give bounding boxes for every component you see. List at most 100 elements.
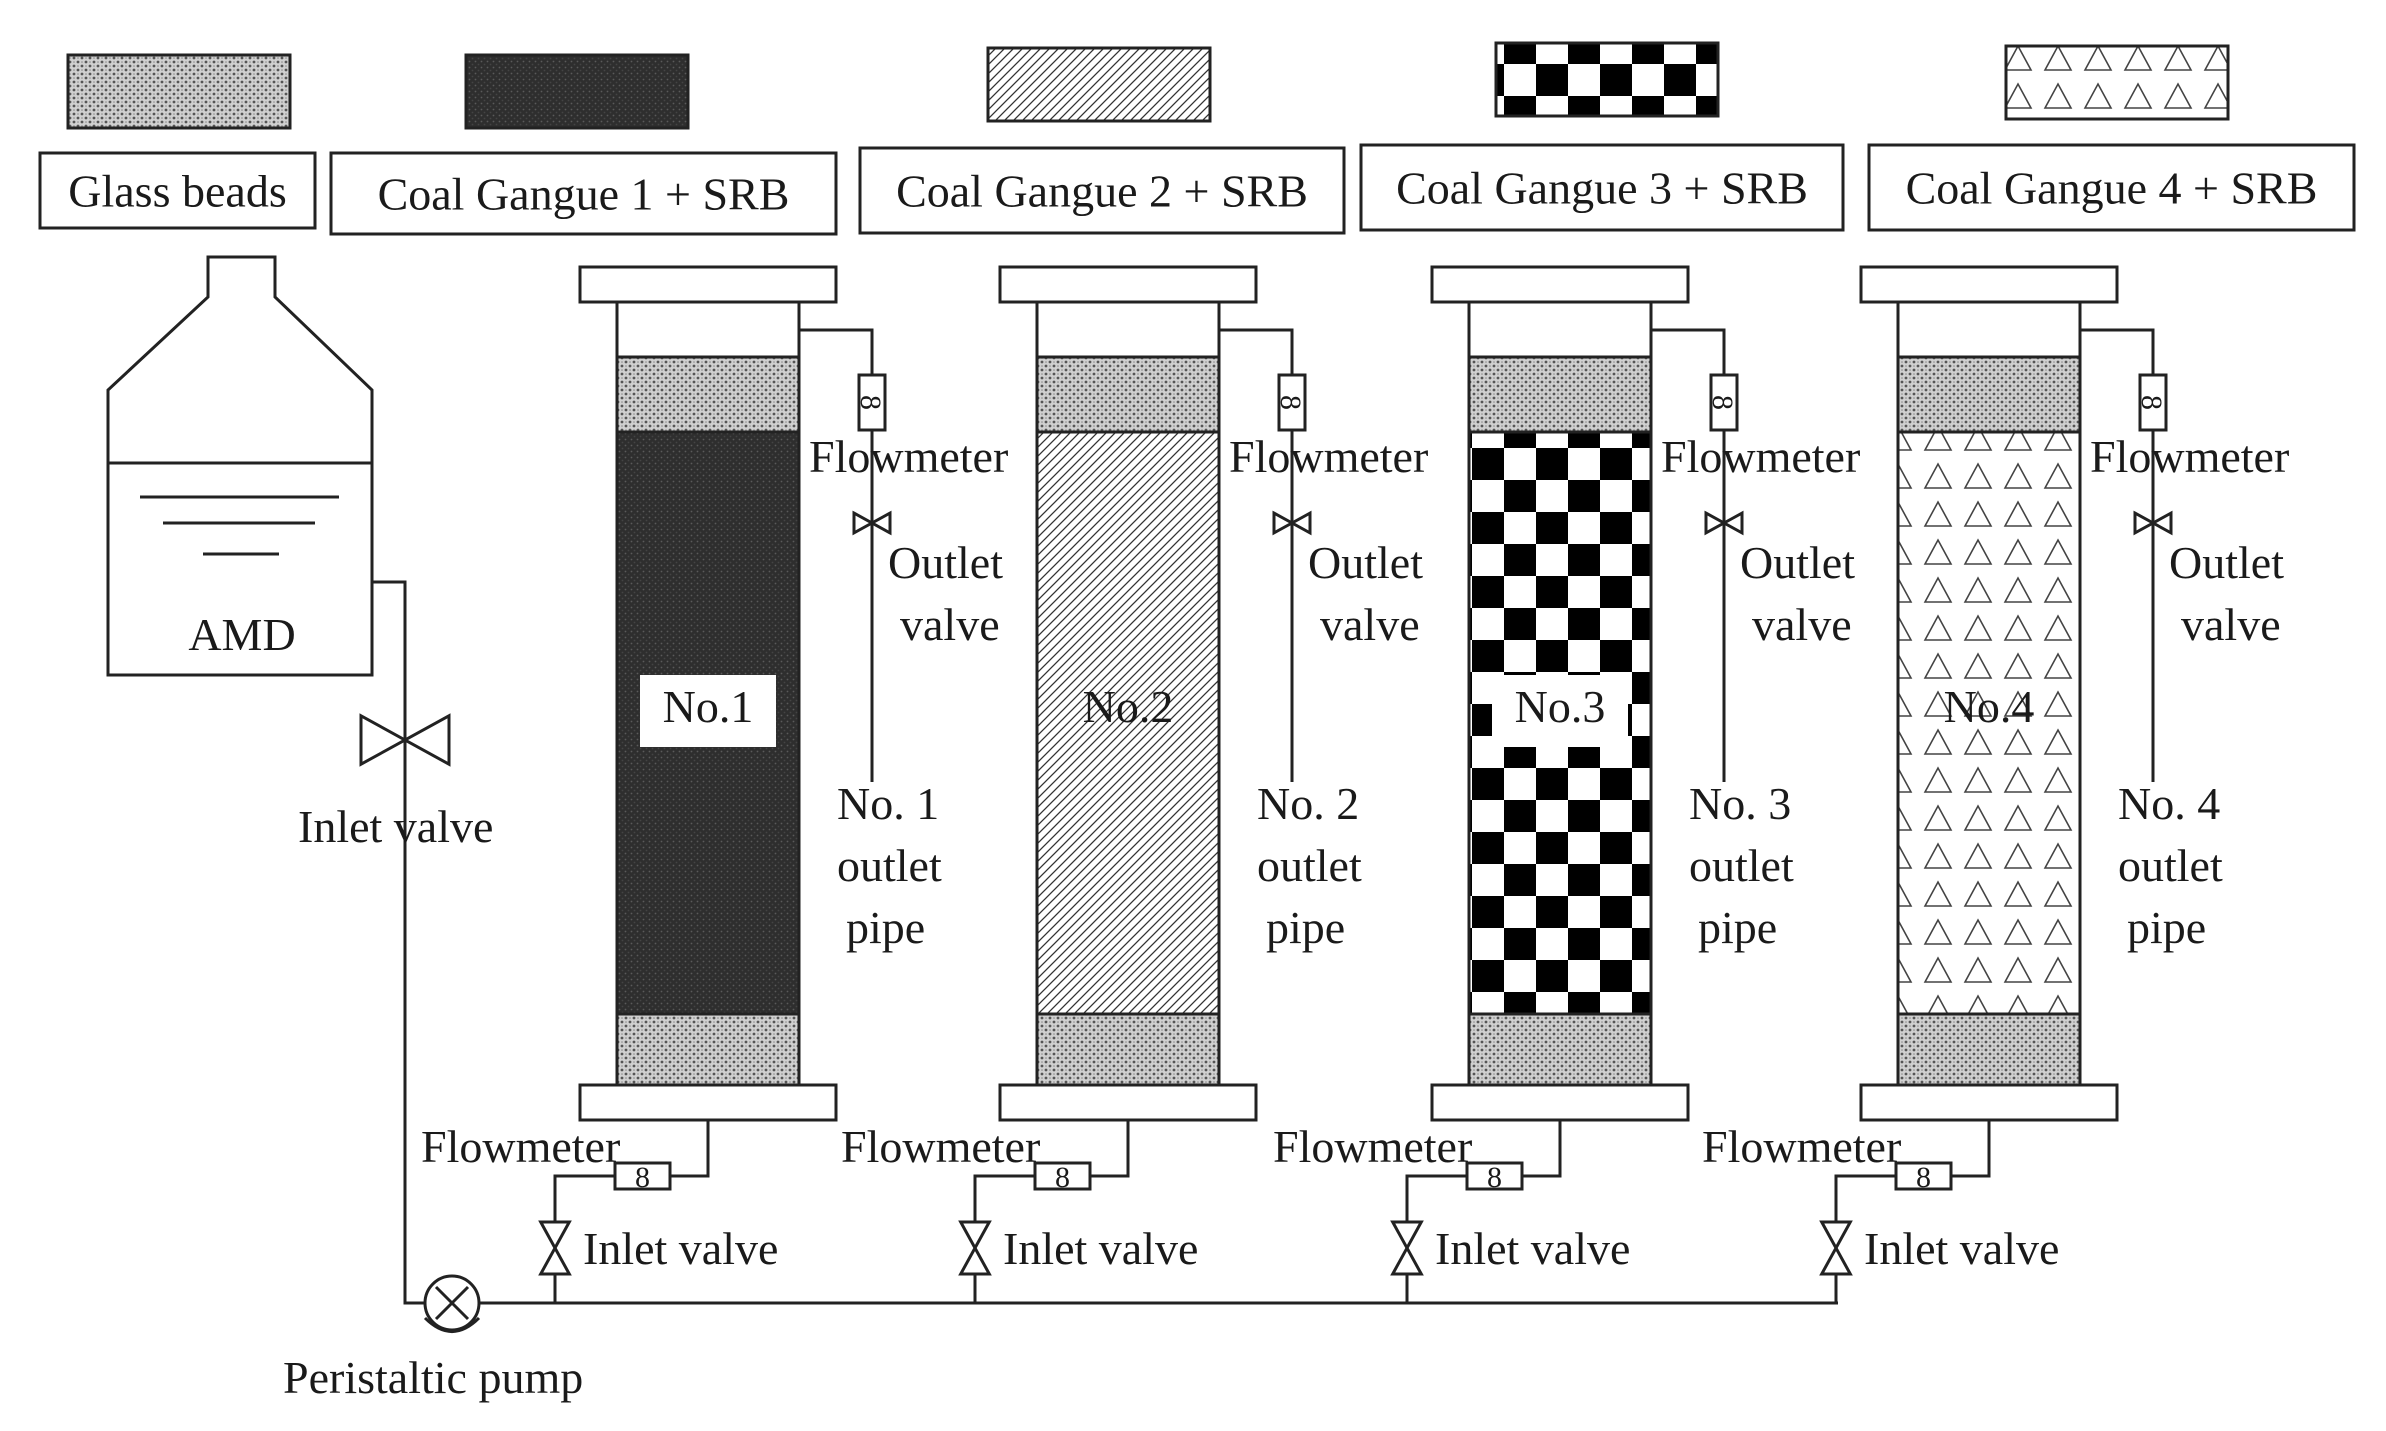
top-flowmeter-icon: 8 — [2135, 373, 2168, 432]
column-top-glass-beads — [1467, 355, 1653, 434]
outlet-pipe — [799, 328, 874, 782]
flowmeter-glyph: 8 — [1706, 395, 1739, 410]
inlet-pipe — [1522, 1120, 1562, 1178]
inlet-pipe — [1090, 1120, 1130, 1178]
top-flowmeter-label: Flowmeter — [1661, 431, 1860, 482]
column-id-label: No.2 — [1083, 681, 1174, 732]
legend-label-cg1: Coal Gangue 1 + SRB — [378, 169, 790, 220]
column-id-box — [1492, 675, 1628, 747]
bottom-flowmeter-icon: 8 — [1894, 1161, 1953, 1194]
inlet-valve-label: Inlet valve — [1003, 1223, 1198, 1274]
inlet-pipe — [1951, 1120, 1991, 1178]
column-1: No.1 8 Flowmeter Outlet valve No. 1 outlet pipe… — [421, 265, 1008, 1303]
column-media-cg2 — [1035, 430, 1221, 1016]
flowmeter-glyph: 8 — [1487, 1161, 1502, 1194]
column-top-flange — [1859, 265, 2119, 304]
legend-label-box-cg3 — [1359, 143, 1845, 232]
legend-swatch-cg3 — [1494, 41, 1720, 118]
column-4: No.4 8 Flowmeter Outlet valve No. 4 outlet pipe… — [1702, 265, 2289, 1303]
legend-label-cg4: Coal Gangue 4 + SRB — [1906, 163, 2318, 214]
column-bottom-flange — [1430, 1083, 1690, 1122]
outlet-pipe — [2080, 328, 2155, 782]
legend-label-box-cg4 — [1867, 143, 2356, 232]
outlet-pipe-label: outlet — [1257, 840, 1362, 891]
inlet-valve-label: Inlet valve — [1435, 1223, 1630, 1274]
flowmeter-glyph: 8 — [1055, 1161, 1070, 1194]
legend-label-cg2: Coal Gangue 2 + SRB — [896, 166, 1308, 217]
outlet-valve-label: Outlet — [2169, 537, 2284, 588]
outlet-valve-label: valve — [1752, 599, 1852, 650]
outlet-pipe-label: pipe — [1266, 902, 1345, 953]
outlet-valve-icon — [1272, 510, 1312, 536]
outlet-valve-label: valve — [1320, 599, 1420, 650]
top-flowmeter-icon: 8 — [854, 373, 887, 432]
outlet-pipe — [1651, 328, 1726, 782]
outlet-pipe-label: pipe — [846, 902, 925, 953]
inlet-valve-icon — [958, 1220, 992, 1276]
inlet-valve-icon — [1819, 1220, 1853, 1276]
column-3: No.3 8 Flowmeter Outlet valve No. 3 outlet pipe… — [1273, 265, 1860, 1303]
inlet-valve-label: Inlet valve — [1864, 1223, 2059, 1274]
bottom-flowmeter-label: Flowmeter — [1273, 1121, 1472, 1172]
legend-label-box-glass — [38, 151, 317, 230]
top-flowmeter-label: Flowmeter — [1229, 431, 1428, 482]
outlet-pipe — [1219, 328, 1294, 782]
column-bottom-glass-beads — [1035, 1012, 1221, 1087]
legend-label-glass: Glass beads — [68, 166, 286, 217]
legend-label-box-cg1 — [329, 151, 838, 236]
outlet-pipe-label: No. 1 — [837, 778, 939, 829]
column-top-glass-beads — [615, 355, 801, 434]
outlet-valve-label: Outlet — [1308, 537, 1423, 588]
peristaltic-pump-icon — [423, 1274, 481, 1333]
column-top-glass-beads — [1896, 355, 2082, 434]
outlet-pipe-label: outlet — [1689, 840, 1794, 891]
flowmeter-glyph: 8 — [1916, 1161, 1931, 1194]
inlet-valve-icon — [538, 1220, 572, 1276]
amd-tank: AMD — [106, 255, 374, 677]
outlet-pipe-label: No. 2 — [1257, 778, 1359, 829]
column-id-box — [640, 675, 776, 747]
outlet-pipe-label: outlet — [2118, 840, 2223, 891]
bottom-flowmeter-label: Flowmeter — [421, 1121, 620, 1172]
column-bottom-flange — [1859, 1083, 2119, 1122]
column-id-label: No.3 — [1515, 681, 1606, 732]
flowmeter-glyph: 8 — [2135, 395, 2168, 410]
flowmeter-glyph: 8 — [635, 1161, 650, 1194]
column-2: No.2 8 Flowmeter Outlet valve No. 2 outlet pipe… — [841, 265, 1428, 1303]
outlet-pipe-label: No. 4 — [2118, 778, 2220, 829]
column-id-label: No.4 — [1944, 681, 2035, 732]
bottom-flowmeter-icon: 8 — [1033, 1161, 1092, 1194]
bottom-flowmeter-label: Flowmeter — [1702, 1121, 1901, 1172]
outlet-valve-label: Outlet — [888, 537, 1003, 588]
legend: Glass beads Coal Gangue 1 + SRB Coal Gangu… — [38, 41, 2356, 236]
column-bottom-flange — [578, 1083, 838, 1122]
pipework: Inlet valve Peristaltic pump — [283, 580, 1838, 1403]
top-flowmeter-label: Flowmeter — [809, 431, 1008, 482]
outlet-valve-icon — [852, 510, 892, 536]
inlet-valve-label: Inlet valve — [583, 1223, 778, 1274]
outlet-pipe-label: pipe — [2127, 902, 2206, 953]
column-bottom-flange — [998, 1083, 1258, 1122]
outlet-pipe-label: No. 3 — [1689, 778, 1791, 829]
legend-label-cg3: Coal Gangue 3 + SRB — [1396, 163, 1808, 214]
top-flowmeter-icon: 8 — [1274, 373, 1307, 432]
column-bottom-glass-beads — [1896, 1012, 2082, 1087]
bottom-flowmeter-icon: 8 — [1465, 1161, 1524, 1194]
top-flowmeter-icon: 8 — [1706, 373, 1739, 432]
peristaltic-pump-label: Peristaltic pump — [283, 1352, 583, 1403]
legend-label-box-cg2 — [858, 146, 1346, 235]
outlet-valve-label: Outlet — [1740, 537, 1855, 588]
outlet-valve-label: valve — [900, 599, 1000, 650]
top-flowmeter-label: Flowmeter — [2090, 431, 2289, 482]
outlet-valve-icon — [1704, 510, 1744, 536]
bottom-flowmeter-icon: 8 — [613, 1161, 672, 1194]
column-top-flange — [998, 265, 1258, 304]
legend-swatch-glass — [66, 53, 292, 130]
legend-swatch-cg1 — [464, 53, 690, 130]
column-id-label: No.1 — [663, 681, 754, 732]
outlet-valve-icon — [2133, 510, 2173, 536]
feed-pipe — [372, 580, 428, 1305]
column-top-glass-beads — [1035, 355, 1221, 434]
legend-swatch-cg4 — [2004, 44, 2230, 121]
